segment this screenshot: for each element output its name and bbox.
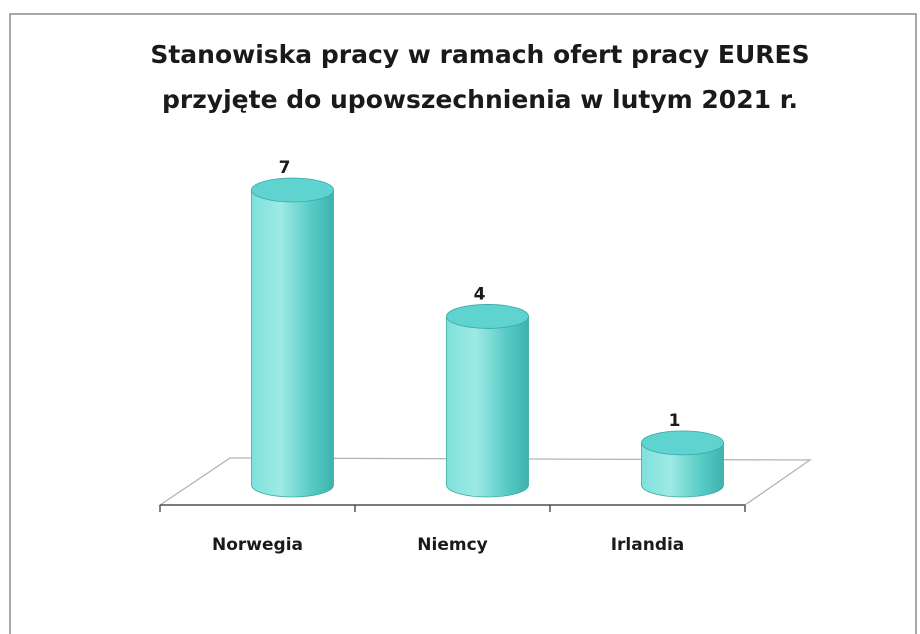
- data-label: 7: [279, 158, 291, 178]
- chart-frame: [9, 13, 917, 634]
- x-tick-label: Norwegia: [212, 535, 303, 555]
- x-tick-label: Niemcy: [417, 535, 487, 555]
- bar-top: [641, 430, 724, 456]
- x-tick-label: Irlandia: [611, 535, 685, 555]
- bar-top: [446, 304, 529, 329]
- data-label: 1: [669, 411, 681, 431]
- chart-title: przyjęte do upowszechnienia w lutym 2021…: [162, 85, 798, 114]
- chart-title: Stanowiska pracy w ramach ofert pracy EU…: [150, 40, 809, 69]
- data-label: 4: [474, 284, 486, 304]
- bar-top: [251, 177, 334, 203]
- bar: [251, 189, 334, 498]
- bar: [446, 316, 529, 498]
- bar: [641, 442, 724, 498]
